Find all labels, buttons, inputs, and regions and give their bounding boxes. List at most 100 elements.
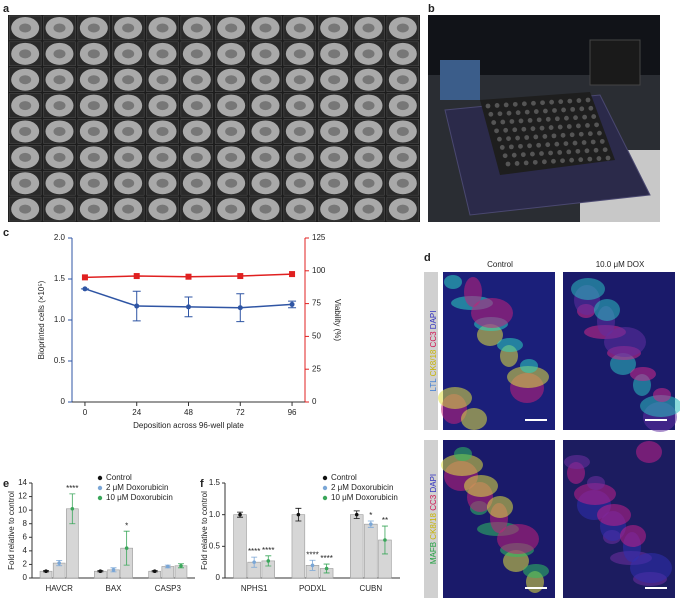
- y-tick-label: 0.5: [54, 356, 66, 365]
- panel-d-row-tabs: [424, 272, 438, 598]
- panel-label: a: [3, 3, 10, 15]
- organoid-center: [328, 101, 341, 111]
- organoid-center: [190, 49, 203, 59]
- point: [186, 304, 191, 310]
- y-axis-label: Fold relative to control: [7, 491, 16, 570]
- organoid-center: [293, 152, 306, 162]
- organoid-center: [19, 126, 32, 136]
- significance: ****: [66, 484, 78, 493]
- organoid-center: [293, 126, 306, 136]
- bar: [349, 514, 364, 579]
- organoid-center: [87, 178, 100, 188]
- organoid-center: [87, 101, 100, 111]
- y-tick-label: 1.0: [54, 315, 66, 324]
- plate-well: [518, 118, 524, 124]
- y2-tick-label: 50: [312, 332, 321, 341]
- significance: *: [369, 511, 372, 520]
- organoid-center: [122, 49, 135, 59]
- tissue: [604, 327, 646, 357]
- x-tick-label: 72: [236, 408, 245, 417]
- organoid-center: [156, 152, 169, 162]
- y-tick-label: 0: [61, 397, 66, 406]
- organoid-center: [259, 204, 272, 214]
- legend-label: 2 μM Doxorubicin: [331, 483, 393, 492]
- organoid-center: [396, 178, 409, 188]
- column-label: 10.0 μM DOX: [596, 260, 645, 269]
- plate-well: [533, 134, 539, 140]
- tissue: [640, 395, 680, 417]
- point: [124, 546, 129, 550]
- plate-well: [554, 141, 560, 147]
- organoid-center: [19, 204, 32, 214]
- point: [152, 569, 157, 574]
- y2-tick-label: 0: [312, 397, 317, 406]
- legend-marker: [97, 475, 103, 481]
- plate-well: [503, 127, 509, 133]
- bar: [233, 514, 247, 579]
- point: [44, 569, 48, 574]
- plate-well: [584, 148, 590, 154]
- organoid-center: [156, 204, 169, 214]
- y-tick-label: 6: [23, 532, 28, 541]
- organoid-center: [53, 101, 66, 111]
- organoid-center: [259, 101, 272, 111]
- x-tick-label: NPHS1: [241, 584, 268, 593]
- organoid-center: [396, 49, 409, 59]
- point: [98, 569, 103, 574]
- y-tick-label: 1.5: [54, 274, 66, 283]
- organoid-center: [122, 152, 135, 162]
- row-label: MAFB CK8/18 CC3 DAPI: [429, 474, 438, 564]
- x-tick-label: CUBN: [359, 584, 382, 593]
- organoid-center: [328, 126, 341, 136]
- plate-well: [597, 130, 602, 136]
- plate-well: [523, 160, 529, 166]
- plate-well: [588, 105, 594, 111]
- plate-well: [602, 147, 608, 153]
- tissue: [444, 275, 462, 289]
- plate-well: [502, 153, 508, 159]
- plate-well: [594, 122, 599, 128]
- point: [289, 271, 296, 278]
- plate-well: [532, 159, 538, 165]
- tissue: [564, 455, 590, 469]
- organoid-center: [53, 178, 66, 188]
- organoid-center: [293, 101, 306, 111]
- plate-well: [488, 111, 494, 117]
- plate-well: [560, 132, 566, 138]
- organoid-center: [225, 101, 238, 111]
- point: [185, 273, 192, 280]
- legend-marker: [322, 495, 328, 501]
- legend-label: 10 μM Doxorubicin: [331, 493, 398, 502]
- panel-label: e: [3, 478, 9, 490]
- organoid-center: [396, 101, 409, 111]
- tissue: [523, 564, 549, 578]
- organoid-center: [19, 152, 32, 162]
- plate-well: [591, 114, 597, 119]
- plate-well: [524, 135, 530, 140]
- plate-well: [531, 100, 536, 106]
- tissue: [630, 367, 656, 381]
- plate-well: [569, 157, 575, 163]
- y-tick-label: 4: [23, 546, 28, 555]
- organoid-center: [19, 75, 32, 85]
- panel-label: f: [200, 478, 204, 490]
- plate-well: [500, 119, 506, 125]
- panel-d-images: [438, 272, 680, 598]
- plate-well: [557, 150, 563, 155]
- plate-well: [524, 109, 530, 115]
- y-tick-label: 0: [216, 573, 221, 582]
- column-label: Control: [487, 260, 513, 269]
- plate-well: [596, 156, 602, 161]
- plate-well: [545, 142, 551, 148]
- x-tick-label: BAX: [105, 584, 122, 593]
- x-axis-label: Deposition across 96-well plate: [133, 421, 244, 430]
- point: [369, 522, 373, 526]
- bar: [291, 514, 306, 579]
- tissue: [471, 298, 513, 328]
- plate-well: [521, 126, 527, 132]
- y-axis-label: Bioprinted cells (×10⁵): [37, 280, 46, 359]
- plate-well: [485, 103, 491, 109]
- significance: ****: [248, 547, 260, 556]
- plate-well: [587, 131, 593, 137]
- tissue: [464, 277, 482, 307]
